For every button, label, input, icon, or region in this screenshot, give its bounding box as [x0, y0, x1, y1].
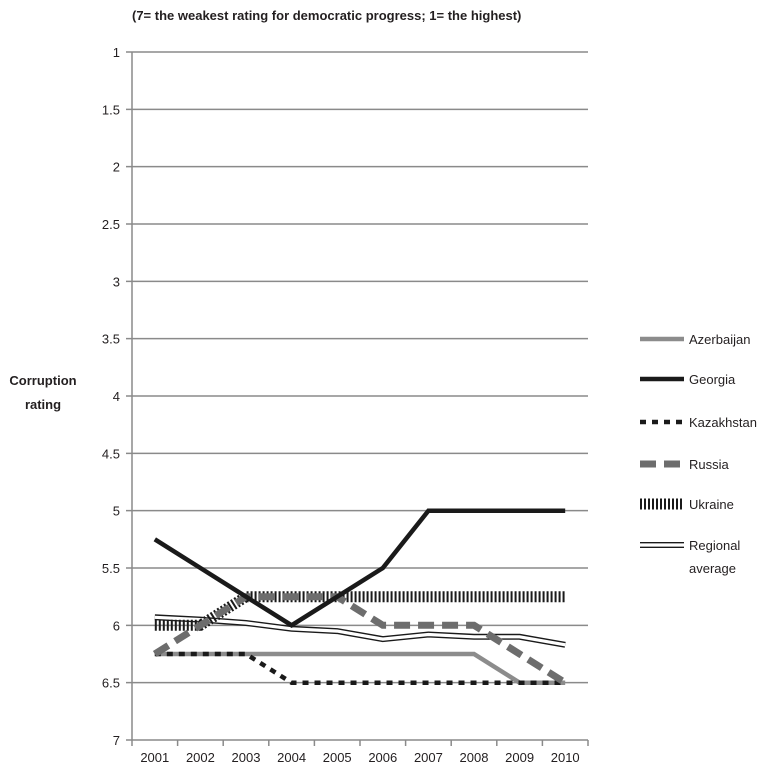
x-tick-label: 2006 [368, 750, 397, 765]
y-tick-label: 3 [113, 274, 120, 289]
legend-label-ukraine: Ukraine [689, 497, 734, 512]
x-tick-label: 2010 [551, 750, 580, 765]
y-tick-label: 6 [113, 618, 120, 633]
x-tick-label: 2007 [414, 750, 443, 765]
legend-label-regional-average: average [689, 561, 736, 576]
legend-label-russia: Russia [689, 457, 730, 472]
x-tick-label: 2002 [186, 750, 215, 765]
series-line-russia [152, 593, 568, 686]
x-tick-label: 2001 [140, 750, 169, 765]
series-line-kazakhstan [154, 651, 566, 685]
axes [131, 52, 589, 746]
y-tick-label: 2.5 [102, 217, 120, 232]
y-tick-label: 1 [113, 45, 120, 60]
series-line-georgia [153, 508, 566, 628]
chart-subtitle: (7= the weakest rating for democratic pr… [132, 8, 521, 23]
legend-label-regional-average: Regional [689, 538, 740, 553]
legend: Azerbaijan Georgia Kazakhstan Russia Ukraine… [640, 332, 757, 576]
series-line-azerbaijan [154, 651, 566, 685]
series-lines [152, 508, 568, 686]
y-tick-label: 4.5 [102, 446, 120, 461]
legend-label-azerbaijan: Azerbaijan [689, 332, 750, 347]
y-tick-label: 1.5 [102, 102, 120, 117]
y-tick-label: 7 [113, 733, 120, 748]
y-tick-label: 4 [113, 389, 120, 404]
y-tick-label: 2 [113, 160, 120, 175]
y-tick-label: 6.5 [102, 676, 120, 691]
y-axis-label-line-1: Corruption [9, 373, 76, 388]
x-tick-label: 2003 [232, 750, 261, 765]
x-tick-labels: 2001 2002 2003 2004 2005 2006 2007 2008 2009 2010 [140, 750, 579, 765]
y-tick-label: 5.5 [102, 561, 120, 576]
y-tick-labels: 1 1.5 2 2.5 3 3.5 4 4.5 5 5.5 6 6.5 7 [102, 45, 120, 748]
x-tick-label: 2005 [323, 750, 352, 765]
x-tick-label: 2009 [505, 750, 534, 765]
y-tick-label: 5 [113, 504, 120, 519]
x-tick-label: 2004 [277, 750, 306, 765]
y-tick-label: 3.5 [102, 332, 120, 347]
legend-label-kazakhstan: Kazakhstan [689, 415, 757, 430]
legend-label-georgia: Georgia [689, 372, 736, 387]
y-axis-label-line-2: rating [25, 397, 61, 412]
x-tick-label: 2008 [460, 750, 489, 765]
